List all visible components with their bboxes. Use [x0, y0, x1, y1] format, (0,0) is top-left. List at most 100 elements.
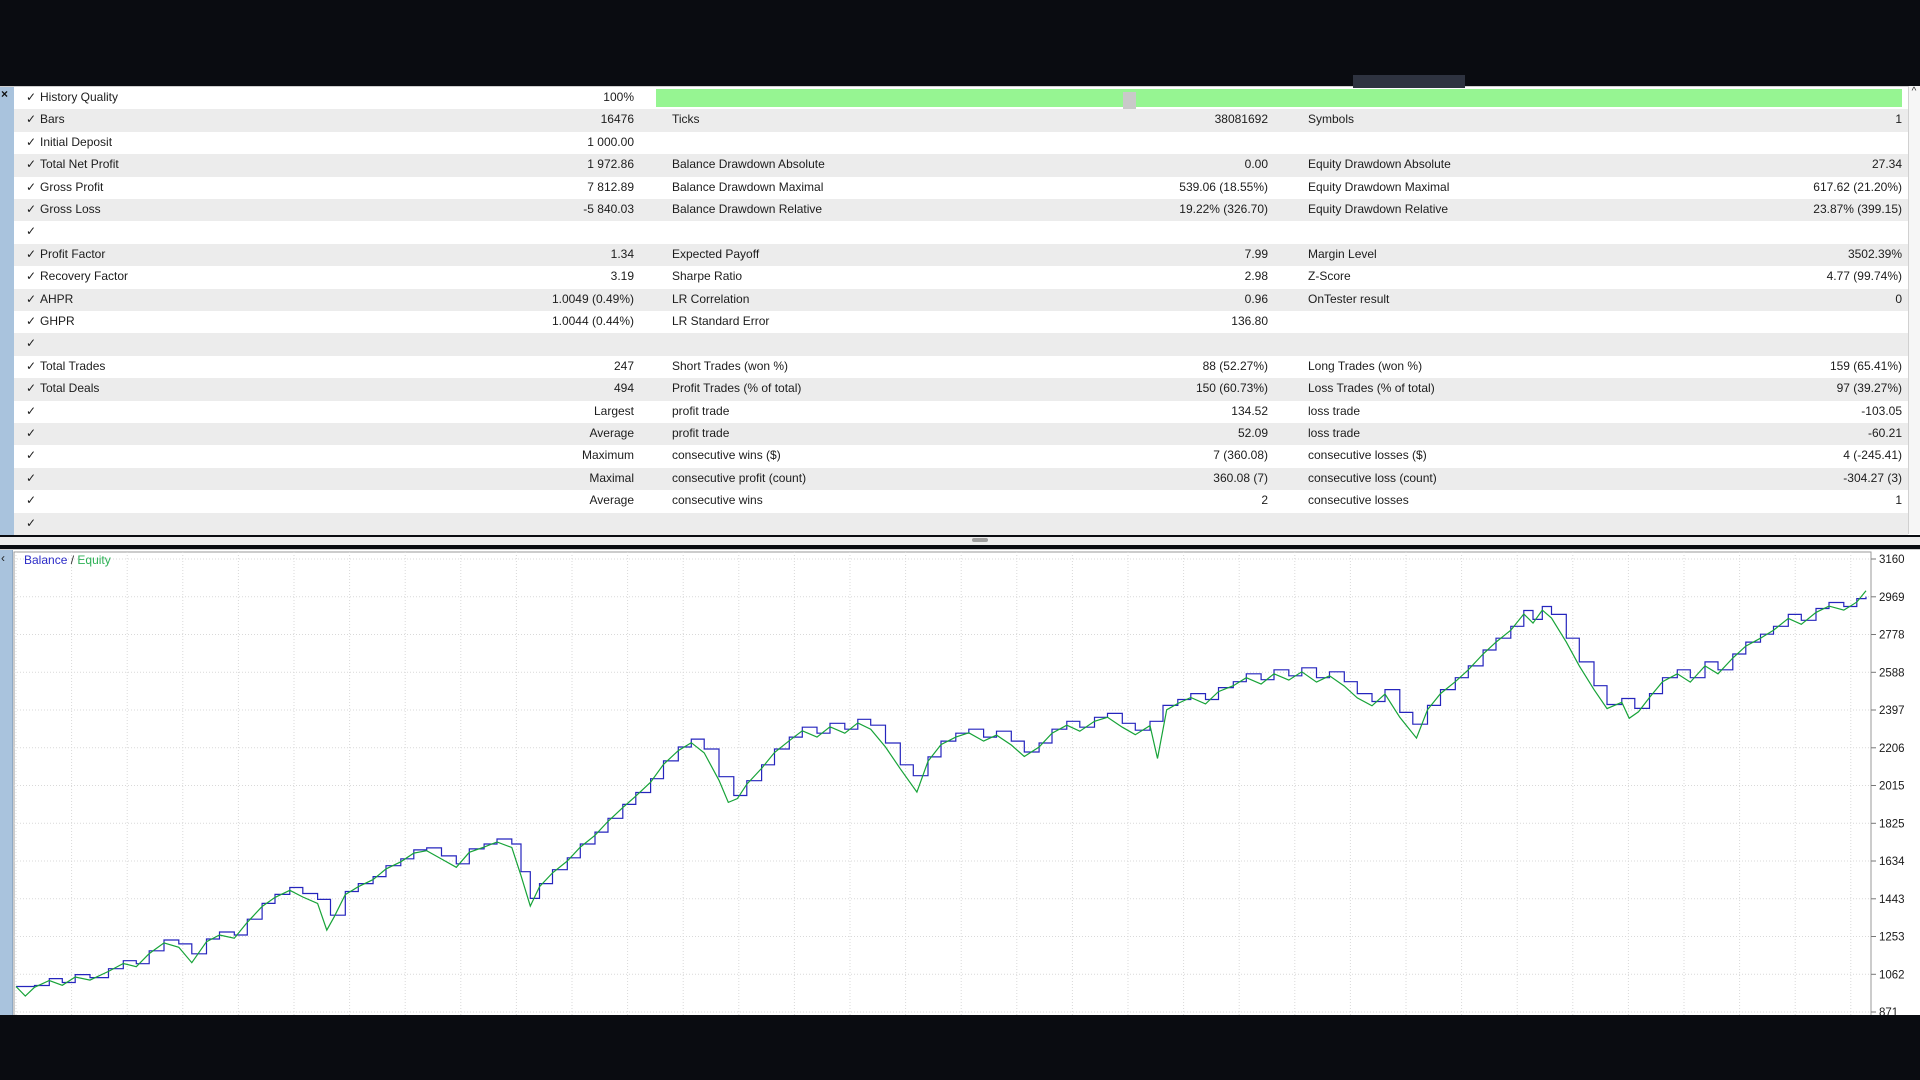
stat-label: consecutive wins: [672, 493, 763, 508]
svg-text:2969: 2969: [1879, 592, 1905, 604]
check-icon[interactable]: ✓: [26, 90, 37, 104]
table-row: ✓ Initial Deposit 1 000.00: [14, 131, 1908, 155]
check-icon[interactable]: ✓: [26, 470, 37, 485]
stat-value: -5 840.03: [583, 202, 634, 216]
stat-value: 23.87% (399.15): [1813, 202, 1902, 216]
stat-label: Margin Level: [1308, 246, 1377, 261]
stat-label: Profit Trades (% of total): [672, 381, 802, 396]
stat-label: Ticks: [672, 112, 700, 127]
stat-value: 4.77 (99.74%): [1826, 269, 1902, 284]
table-row: ✓ Average profit trade 52.09 loss trade -60.2…: [14, 423, 1908, 446]
stat-value: 0.96: [1244, 291, 1268, 306]
stat-value: 7 812.89: [587, 179, 634, 194]
check-icon[interactable]: ✓: [26, 336, 37, 351]
svg-text:1634: 1634: [1879, 856, 1905, 868]
results-table: ✓ History Quality 100% ✓ Bars 16476 Ticks 38081…: [14, 87, 1908, 535]
check-icon[interactable]: ✓: [26, 448, 37, 463]
stat-label: GHPR: [40, 314, 75, 328]
stat-label: Equity Drawdown Relative: [1308, 202, 1449, 216]
check-icon[interactable]: ✓: [26, 515, 37, 530]
progress-notch: [1123, 92, 1136, 111]
stat-value: 1 972.86: [587, 157, 634, 172]
check-icon[interactable]: ✓: [26, 134, 37, 149]
stat-label: LR Correlation: [672, 291, 750, 306]
panel-splitter[interactable]: [0, 537, 1920, 545]
svg-text:871: 871: [1879, 1007, 1898, 1015]
svg-text:3160: 3160: [1879, 554, 1905, 566]
table-row: ✓ GHPR 1.0044 (0.44%) LR Standard Error 136.…: [14, 311, 1908, 334]
table-row: ✓ Gross Loss -5 840.03 Balance Drawdown Rel…: [14, 199, 1908, 222]
stat-label: Sharpe Ratio: [672, 269, 743, 284]
check-icon[interactable]: ✓: [26, 493, 37, 508]
scroll-up-icon[interactable]: ^: [1911, 86, 1917, 97]
check-icon[interactable]: ✓: [26, 224, 37, 239]
stat-label: History Quality: [40, 90, 119, 104]
stat-value: 97 (39.27%): [1836, 381, 1902, 396]
stat-label: Initial Deposit: [40, 134, 113, 149]
stat-value: 4 (-245.41): [1843, 448, 1902, 463]
svg-text:1253: 1253: [1879, 932, 1905, 944]
balance-equity-chart-panel: 3160 2969 2778 2588 2397 2206 2015 1825 1634 1443…: [0, 549, 1920, 1015]
check-icon[interactable]: ✓: [26, 246, 37, 261]
panel-left-strip: [0, 87, 15, 535]
stat-label: Recovery Factor: [40, 269, 129, 284]
stat-value: -304.27 (3): [1843, 470, 1902, 485]
table-row: ✓ Bars 16476 Ticks 38081692 Symbols 1: [14, 109, 1908, 132]
table-row: ✓ Maximum consecutive wins ($) 7 (360.08) co…: [14, 445, 1908, 468]
stat-value: 539.06 (18.55%): [1179, 179, 1268, 194]
close-icon[interactable]: ×: [1, 87, 9, 101]
stat-label: Total Deals: [40, 381, 100, 396]
stat-label: Short Trades (won %): [672, 358, 789, 373]
stat-label: Balance Drawdown Absolute: [672, 157, 825, 172]
stat-value: 7.99: [1244, 246, 1268, 261]
table-scrollbar[interactable]: [1908, 86, 1920, 534]
table-row: ✓: [14, 512, 1908, 535]
stat-label: Total Trades: [40, 358, 106, 373]
stat-value: Average: [589, 426, 634, 440]
stat-value: 247: [613, 358, 634, 373]
balance-equity-chart[interactable]: 3160 2969 2778 2588 2397 2206 2015 1825 1634 1443…: [0, 550, 1920, 1015]
check-icon[interactable]: ✓: [26, 179, 37, 194]
table-row: ✓ Largest profit trade 134.52 loss trade -103…: [14, 400, 1908, 423]
stat-label: profit trade: [672, 426, 730, 440]
stat-value: 1: [1895, 112, 1902, 127]
check-icon[interactable]: ✓: [26, 403, 37, 418]
stat-label: consecutive loss (count): [1308, 470, 1437, 485]
check-icon[interactable]: ✓: [26, 202, 37, 216]
check-icon[interactable]: ✓: [26, 358, 37, 373]
stat-value: 150 (60.73%): [1195, 381, 1268, 396]
stat-value: Maximal: [589, 470, 634, 485]
check-icon[interactable]: ✓: [26, 291, 37, 306]
stat-label: Long Trades (won %): [1308, 358, 1423, 373]
stat-label: consecutive losses ($): [1308, 448, 1427, 463]
table-row: ✓ Profit Factor 1.34 Expected Payoff 7.99 Mar…: [14, 243, 1908, 267]
stat-label: Gross Profit: [40, 179, 104, 194]
stat-value: -103.05: [1861, 403, 1902, 418]
check-icon[interactable]: ✓: [26, 269, 37, 284]
stat-label: consecutive profit (count): [672, 470, 807, 485]
table-row: ✓ Total Deals 494 Profit Trades (% of total…: [14, 378, 1908, 401]
check-icon[interactable]: ✓: [26, 381, 37, 396]
check-icon[interactable]: ✓: [26, 314, 37, 328]
stat-value: 617.62 (21.20%): [1813, 179, 1902, 194]
stat-value: Maximum: [581, 448, 634, 463]
stat-label: loss trade: [1308, 403, 1361, 418]
svg-text:2397: 2397: [1879, 705, 1905, 717]
check-icon[interactable]: ✓: [26, 112, 37, 127]
stat-value: 494: [613, 381, 634, 396]
stat-value: 16476: [600, 112, 634, 127]
table-row: ✓: [14, 221, 1908, 244]
stat-value: 1: [1895, 493, 1902, 508]
check-icon[interactable]: ✓: [26, 157, 37, 172]
collapse-left-icon[interactable]: ‹: [1, 551, 5, 565]
check-icon[interactable]: ✓: [26, 426, 37, 440]
stat-label: consecutive losses: [1308, 493, 1409, 508]
stat-label: profit trade: [672, 403, 730, 418]
stat-label: AHPR: [40, 291, 74, 306]
svg-text:1825: 1825: [1879, 818, 1905, 830]
stat-label: Balance Drawdown Relative: [672, 202, 823, 216]
stat-value: 2: [1261, 493, 1268, 508]
window-fragment: [1353, 75, 1465, 88]
series-balance: [16, 596, 1867, 988]
stat-value: 88 (52.27%): [1202, 358, 1268, 373]
